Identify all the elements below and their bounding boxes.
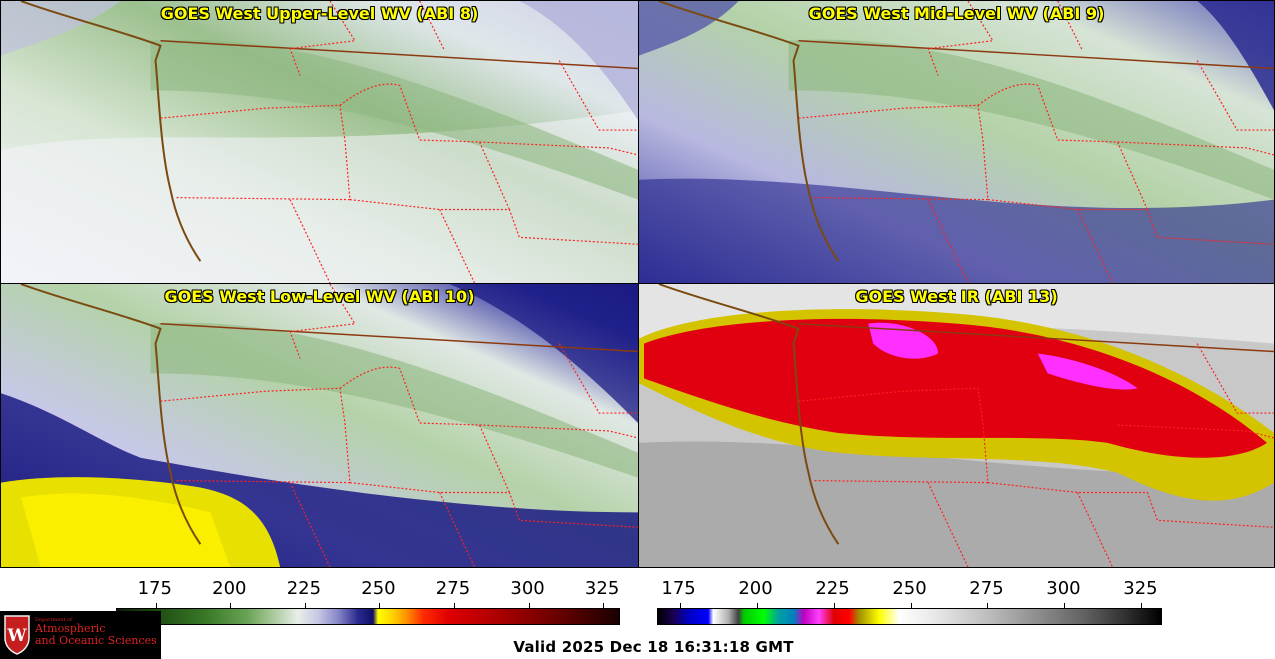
colorbar-wv-tick-labels: 175 200 225 250 275 300 325	[116, 578, 620, 600]
aos-logo: W Department of Atmospheric and Oceanic …	[0, 611, 161, 659]
colorbar-tick-mark	[304, 603, 306, 609]
colorbar-tick-label: 300	[510, 578, 545, 599]
colorbar-tick-mark	[910, 603, 912, 609]
colorbar-tick-mark	[453, 603, 455, 609]
colorbar-tick-label: 325	[584, 578, 620, 599]
colorbar-tick-mark	[230, 603, 232, 609]
colorbar-tick-label: 325	[1123, 578, 1158, 599]
colorbar-tick-mark	[1064, 603, 1066, 609]
colorbar-tick-mark	[679, 603, 681, 609]
colorbar-tick-label: 275	[435, 578, 471, 599]
colorbar-tick-mark	[833, 603, 835, 609]
colorbar-tick-label: 200	[212, 578, 247, 599]
colorbar-tick-mark	[528, 603, 530, 609]
logo-emblem-letter: W	[6, 626, 27, 646]
colorbar-ir	[657, 603, 1162, 625]
map-ir	[639, 284, 1274, 567]
uw-crest-icon: W	[4, 615, 30, 655]
panel-title: GOES West Low-Level WV (ABI 10)	[164, 287, 475, 306]
map-upper-level-wv	[1, 1, 638, 283]
valid-time: Valid 2025 Dec 18 16:31:18 GMT	[513, 638, 794, 656]
panel-title: GOES West Mid-Level WV (ABI 9)	[808, 4, 1105, 23]
colorbar-tick-mark	[155, 603, 157, 609]
colorbar-tick-mark	[603, 603, 605, 609]
panel-ir: GOES West IR (ABI 13)	[638, 283, 1275, 568]
logo-name: Atmospheric and Oceanic Sciences	[35, 623, 157, 647]
map-mid-level-wv	[639, 1, 1274, 283]
colorbar-tick-label: 225	[815, 578, 850, 599]
logo-department: Department of	[35, 617, 72, 623]
colorbar-tick-mark	[756, 603, 758, 609]
colorbar-tick-label: 200	[738, 578, 773, 599]
logo-line-atmospheric: Atmospheric	[35, 622, 106, 635]
panel-mid-level-wv: GOES West Mid-Level WV (ABI 9)	[638, 0, 1275, 284]
colorbar-tick-label: 275	[969, 578, 1004, 599]
panel-upper-level-wv: GOES West Upper-Level WV (ABI 8)	[0, 0, 639, 284]
colorbar-tick-label: 175	[661, 578, 696, 599]
colorbar-tick-label: 225	[286, 578, 322, 599]
colorbar-tick-mark	[1141, 603, 1143, 609]
colorbar-tick-label: 250	[892, 578, 927, 599]
colorbar-tick-label: 175	[137, 578, 172, 599]
colorbar-tick-label: 300	[1046, 578, 1081, 599]
colorbar-tick-mark	[379, 603, 381, 609]
map-low-level-wv	[1, 284, 638, 567]
colorbar-wv	[116, 603, 620, 625]
panel-title: GOES West IR (ABI 13)	[855, 287, 1058, 306]
colorbar-ir-tick-labels: 175 200 225 250 275 300 325	[657, 578, 1162, 600]
panel-title: GOES West Upper-Level WV (ABI 8)	[160, 4, 479, 23]
logo-line-oceanic: and Oceanic Sciences	[35, 634, 157, 647]
colorbar-tick-mark	[987, 603, 989, 609]
colorbar-tick-label: 250	[361, 578, 396, 599]
panel-low-level-wv: GOES West Low-Level WV (ABI 10)	[0, 283, 639, 568]
